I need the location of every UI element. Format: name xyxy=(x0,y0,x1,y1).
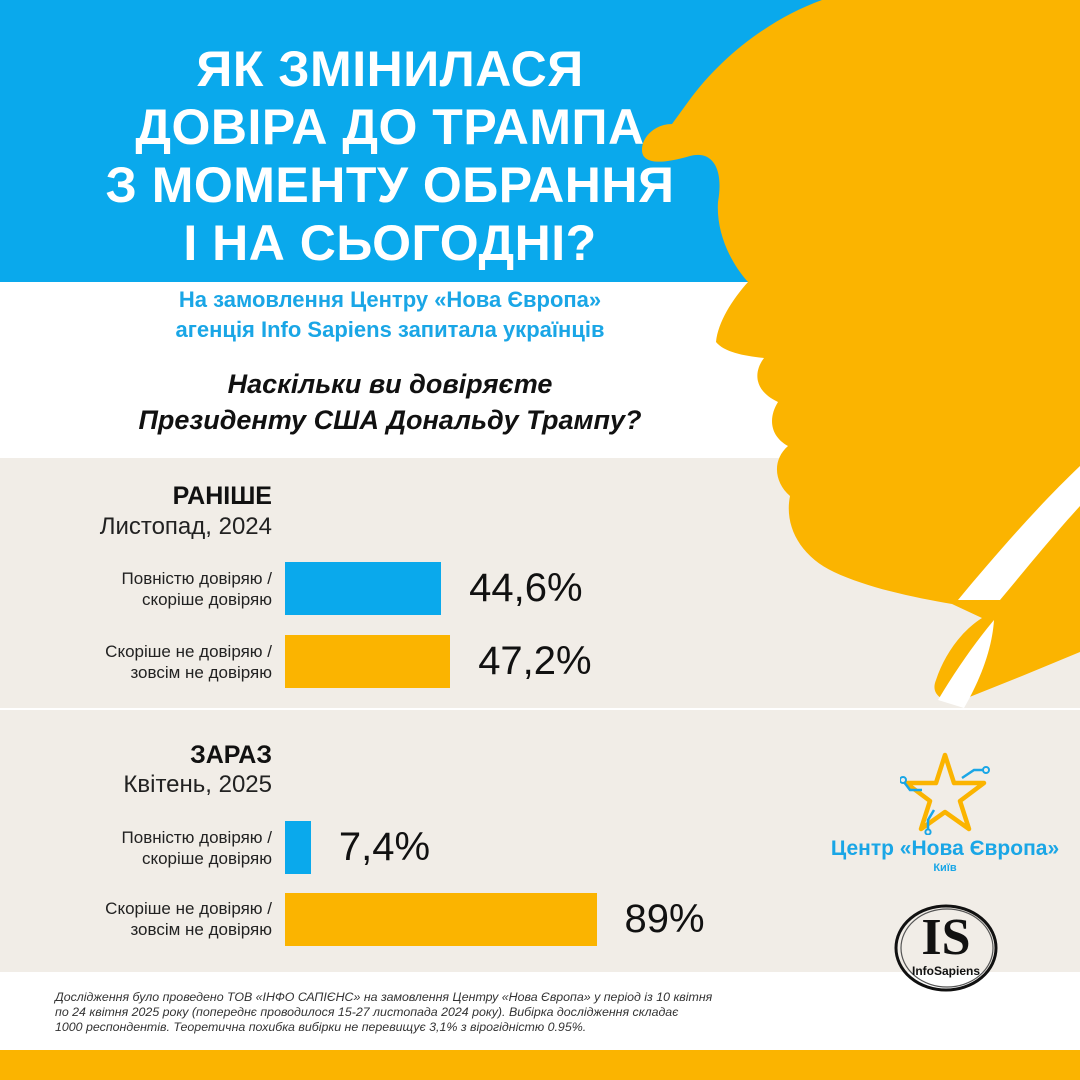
bar-label-before-trust: Повністю довіряю / скоріше довіряю xyxy=(42,568,272,610)
subtitle-line: На замовлення Центру «Нова Європа» xyxy=(178,287,602,312)
bar-before-distrust xyxy=(285,635,451,688)
bar-label-line: скоріше довіряю xyxy=(141,590,272,609)
title-line: ДОВІРА ДО ТРАМПА xyxy=(135,99,645,155)
nova-europa-star-logo-icon xyxy=(900,752,990,835)
page-title: ЯК ЗМІНИЛАСЯ ДОВІРА ДО ТРАМПА З МОМЕНТУ … xyxy=(40,40,740,272)
bar-label-line: Скоріше не довіряю / xyxy=(105,899,272,918)
group-title-before: РАНІШЕ xyxy=(172,482,272,510)
question-line: Президенту США Дональду Трампу? xyxy=(138,405,642,435)
bar-label-line: Повністю довіряю / xyxy=(121,569,272,588)
bar-now-trust xyxy=(285,821,311,874)
bar-label-line: зовсім не довіряю xyxy=(130,663,272,682)
bar-value-before-distrust: 47,2% xyxy=(478,639,592,683)
bar-value-now-trust: 7,4% xyxy=(338,825,431,869)
infosapiens-logo-ring-icon xyxy=(894,904,998,992)
group-date-now: Квітень, 2025 xyxy=(123,771,272,798)
nova-europa-logo-text: Центр «Нова Європа» xyxy=(830,837,1060,860)
title-line: ЯК ЗМІНИЛАСЯ xyxy=(196,41,584,97)
title-line: І НА СЬОГОДНІ? xyxy=(183,215,597,271)
footnote-line: 1000 респондентів. Теоретична похибка ви… xyxy=(55,1020,587,1034)
bar-label-before-distrust: Скоріше не довіряю / зовсім не довіряю xyxy=(42,641,272,683)
bar-label-now-distrust: Скоріше не довіряю / зовсім не довіряю xyxy=(42,898,272,940)
subtitle: На замовлення Центру «Нова Європа» агенц… xyxy=(40,285,740,345)
subtitle-line: агенція Info Sapiens запитала українців xyxy=(175,317,605,342)
methodology-footnote: Дослідження було проведено ТОВ «ІНФО САП… xyxy=(55,990,855,1035)
bar-value-before-trust: 44,6% xyxy=(469,566,583,610)
bar-label-line: Скоріше не довіряю / xyxy=(105,642,272,661)
survey-question: Наскільки ви довіряєте Президенту США До… xyxy=(40,366,740,438)
bar-label-line: Повністю довіряю / xyxy=(121,828,272,847)
bar-now-distrust xyxy=(285,893,597,946)
bottom-strip xyxy=(0,1050,1080,1080)
group-date-before: Листопад, 2024 xyxy=(99,513,272,540)
infosapiens-logo-mark: IS xyxy=(921,909,971,966)
bar-label-line: зовсім не довіряю xyxy=(130,920,272,939)
footnote-line: по 24 квітня 2025 року (попереднє провод… xyxy=(55,1005,679,1019)
bar-label-now-trust: Повністю довіряю / скоріше довіряю xyxy=(42,827,272,869)
bar-before-trust xyxy=(285,562,442,615)
footnote-line: Дослідження було проведено ТОВ «ІНФО САП… xyxy=(55,990,713,1004)
infosapiens-logo-name: InfoSapiens xyxy=(911,964,980,978)
nova-europa-logo-city: Київ xyxy=(933,862,957,874)
bar-label-line: скоріше довіряю xyxy=(141,849,272,868)
title-line: З МОМЕНТУ ОБРАННЯ xyxy=(105,157,675,213)
group-title-now: ЗАРАЗ xyxy=(190,741,272,769)
bar-value-now-distrust: 89% xyxy=(624,897,705,941)
question-line: Наскільки ви довіряєте xyxy=(227,369,553,399)
